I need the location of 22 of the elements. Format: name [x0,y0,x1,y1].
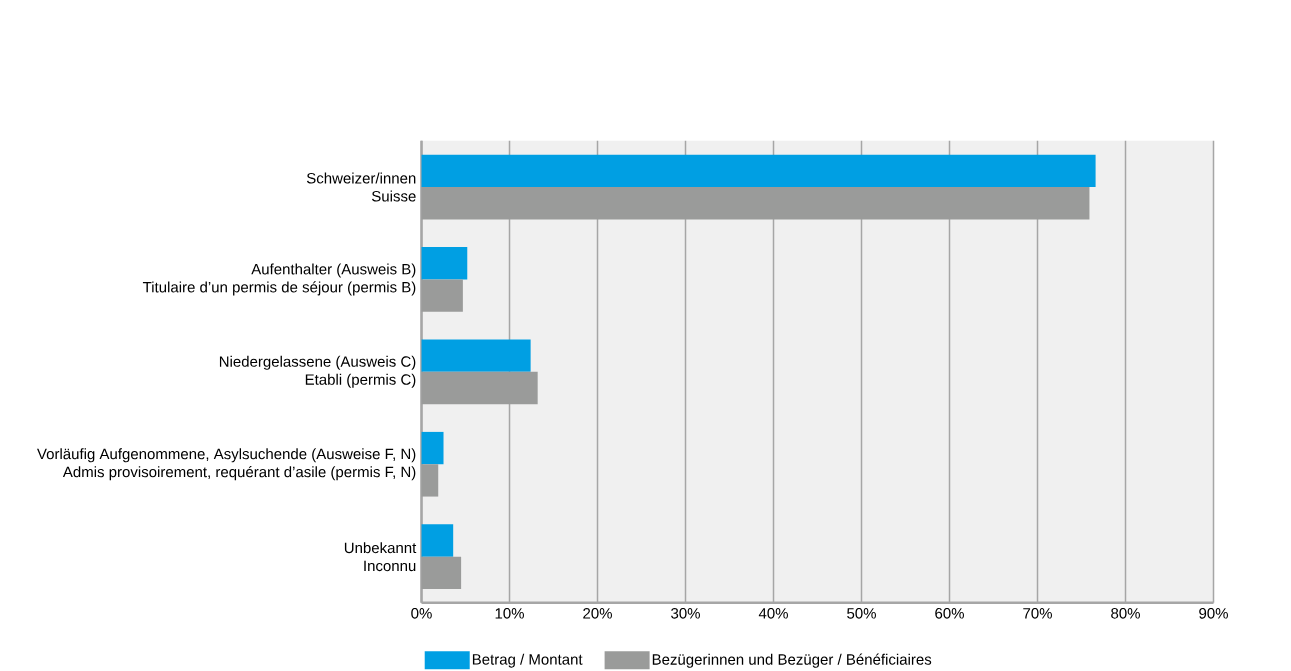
x-tick-label: 60% [935,607,964,619]
x-tick-label: 20% [583,607,612,619]
y-tick-label: Schweizer/innen Suisse [306,172,416,202]
bar [421,524,454,557]
y-tick-label: Unbekannt Inconnu [344,542,417,572]
bar [421,154,1096,187]
legend-label: Betrag / Montant [472,653,583,668]
x-tick-label: 70% [1023,607,1052,619]
x-tick-label: 0% [411,607,432,619]
y-tick-label: Aufenthalter (Ausweis B) Titulaire d’un permis de séjour (permis B) [142,263,416,296]
bar [421,339,531,372]
y-tick-label: Vorläufig Aufgenommene, Asylsuchende (Ausweise F, N) Admis provisoirement, requérant d’asile (permis F, N) [37,448,416,481]
x-tick-label: 10% [495,607,524,619]
legend-label: Bezügerinnen und Bezüger / Bénéficiaires [652,653,932,668]
bar [421,431,444,465]
y-tick-label: Niedergelassene (Ausweis C) Etabli (permis C) [219,355,416,388]
bar [421,246,468,280]
x-tick-label: 30% [671,607,700,619]
x-tick-label: 90% [1199,607,1228,619]
x-tick-label: 50% [847,607,876,619]
x-tick-label: 80% [1111,607,1140,619]
x-tick-label: 40% [758,607,788,619]
